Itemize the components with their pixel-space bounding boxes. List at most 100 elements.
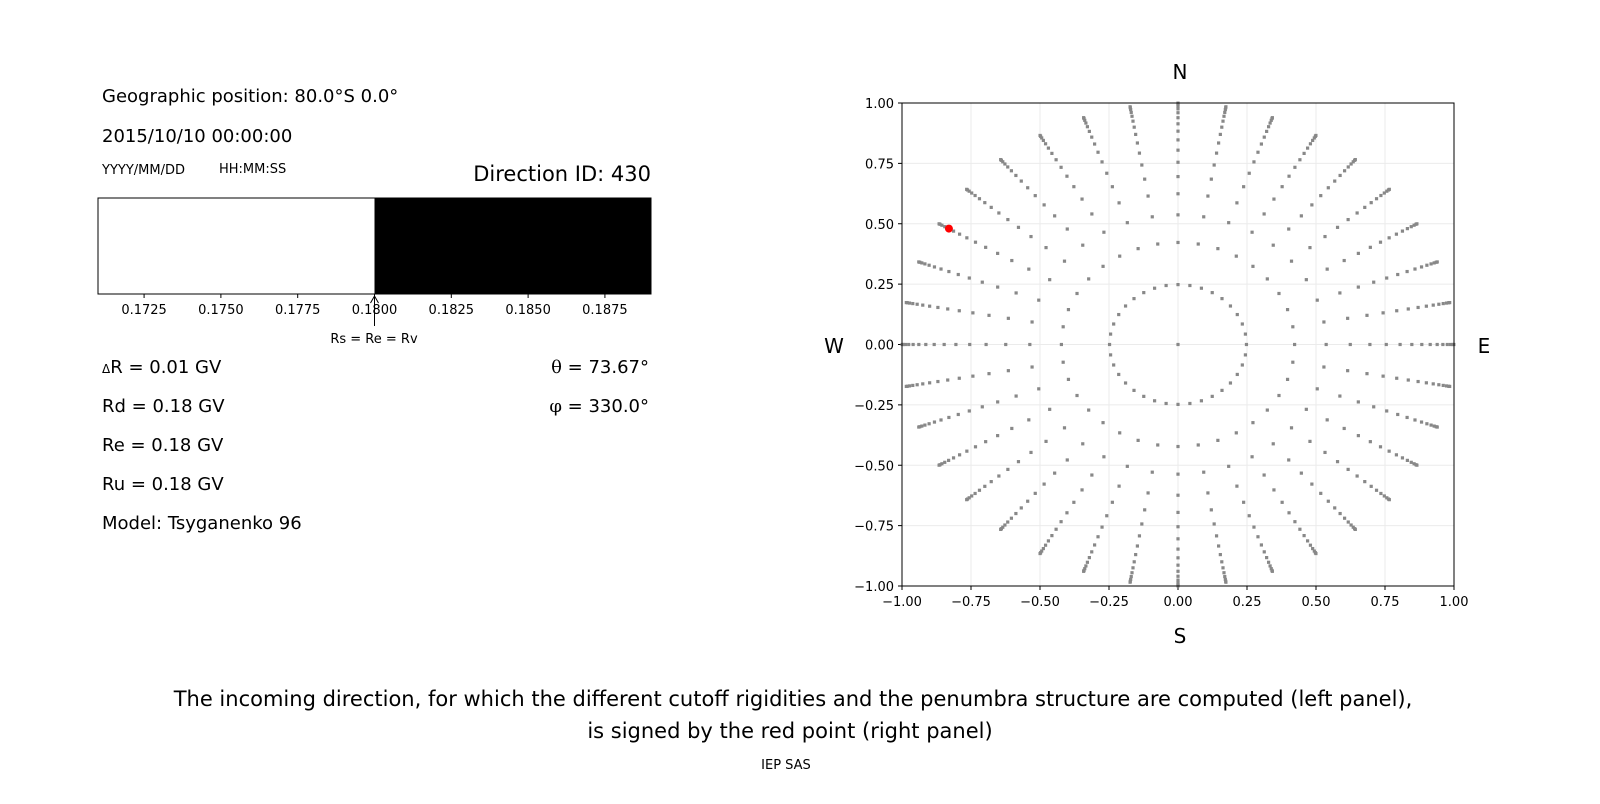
direction-point [1152, 286, 1157, 290]
north-label: N [1173, 60, 1188, 84]
direction-point [1061, 325, 1065, 329]
direction-point [1222, 114, 1226, 118]
direction-point [1044, 246, 1048, 250]
direction-point [983, 484, 987, 488]
direction-point [1101, 264, 1105, 268]
direction-point [1291, 325, 1295, 329]
direction-point [1117, 484, 1121, 488]
x-tick-label: 0.25 [1233, 595, 1262, 610]
direction-point [1125, 221, 1129, 225]
direction-point [1415, 463, 1419, 467]
direction-point [1287, 511, 1291, 515]
phi-value: φ = 330.0° [549, 396, 649, 417]
direction-point [915, 302, 919, 306]
direction-point [920, 424, 924, 428]
direction-point [1210, 394, 1214, 398]
direction-point [1123, 381, 1128, 385]
direction-point [1223, 574, 1227, 579]
direction-point [951, 229, 956, 233]
caption-line-2: is signed by the red point (right panel) [587, 719, 992, 743]
direction-point [1265, 277, 1269, 281]
direction-point [1118, 254, 1122, 258]
direction-point [1128, 105, 1132, 109]
direction-point [1298, 527, 1302, 531]
direction-point [1217, 544, 1221, 548]
direction-point [946, 378, 950, 382]
direction-point [1019, 506, 1023, 510]
direction-point [1449, 342, 1453, 347]
direction-point [1033, 491, 1037, 495]
direction-point [1346, 369, 1350, 373]
direction-point [1059, 342, 1064, 347]
y-tick-label: 0.25 [865, 278, 894, 293]
cutoff-annotation: Rs = Re = Rv [330, 332, 418, 347]
direction-point [1432, 261, 1436, 265]
direction-point [937, 222, 941, 226]
direction-point [1176, 578, 1180, 582]
direction-point [1221, 566, 1225, 570]
direction-point [1059, 165, 1063, 169]
direction-point [1080, 488, 1084, 492]
direction-point [1400, 456, 1405, 460]
direction-point [932, 420, 937, 424]
direction-point [1132, 388, 1136, 392]
direction-point [1265, 408, 1269, 412]
direction-point [1424, 304, 1428, 308]
direction-point [1409, 225, 1413, 229]
direction-point [1372, 280, 1376, 284]
direction-point [1292, 342, 1297, 347]
direction-point [1044, 439, 1048, 443]
x-tick-label: 0.1775 [275, 303, 321, 318]
direction-point [1112, 363, 1116, 367]
direction-point [1176, 129, 1180, 133]
south-label: S [1174, 624, 1187, 648]
direction-point [1087, 408, 1091, 412]
direction-point [1363, 480, 1367, 484]
direction-point [1277, 291, 1281, 296]
direction-point [911, 383, 915, 388]
direction-point [1322, 320, 1326, 324]
direction-point [904, 300, 908, 305]
direction-point [1379, 491, 1383, 496]
direction-point [1310, 482, 1314, 486]
direction-point [943, 460, 947, 464]
direction-point [1176, 556, 1180, 560]
direction-point [1251, 421, 1255, 425]
direction-point [984, 245, 988, 249]
direction-point [1176, 525, 1180, 529]
penumbra-axes: 0.1725 0.1750 0.1775 0.1800 0.1825 0.1850 0.18… [97, 197, 652, 326]
direction-point [1129, 574, 1133, 579]
direction-point [1164, 401, 1168, 406]
direction-point [1420, 342, 1424, 347]
direction-point [1222, 571, 1226, 575]
direction-point [1142, 394, 1146, 398]
direction-point [1030, 320, 1034, 324]
direction-point [1131, 119, 1135, 123]
direction-point [1356, 434, 1360, 438]
direction-point [987, 313, 991, 317]
direction-point [1346, 316, 1350, 320]
direction-point [1381, 374, 1385, 378]
direction-point [1312, 549, 1316, 553]
direction-point [1250, 230, 1254, 234]
direction-point [1029, 450, 1033, 455]
direction-point [1065, 227, 1069, 231]
direction-point [1409, 460, 1413, 464]
direction-point [967, 189, 971, 193]
direction-point [1259, 142, 1263, 146]
direction-point [1014, 394, 1018, 398]
direction-point [1428, 342, 1432, 347]
direction-point [1387, 187, 1391, 191]
direction-point [920, 261, 924, 265]
direction-point [1308, 246, 1312, 250]
direction-point [1293, 520, 1297, 524]
direction-point [1355, 474, 1359, 478]
direction-point [1196, 242, 1200, 246]
direction-point [1209, 508, 1213, 512]
direction-point [928, 381, 932, 385]
direction-point [1033, 194, 1037, 198]
direction-point [971, 374, 975, 378]
direction-point [1363, 205, 1367, 209]
direction-point [1009, 516, 1014, 520]
direction-point [1272, 488, 1276, 492]
